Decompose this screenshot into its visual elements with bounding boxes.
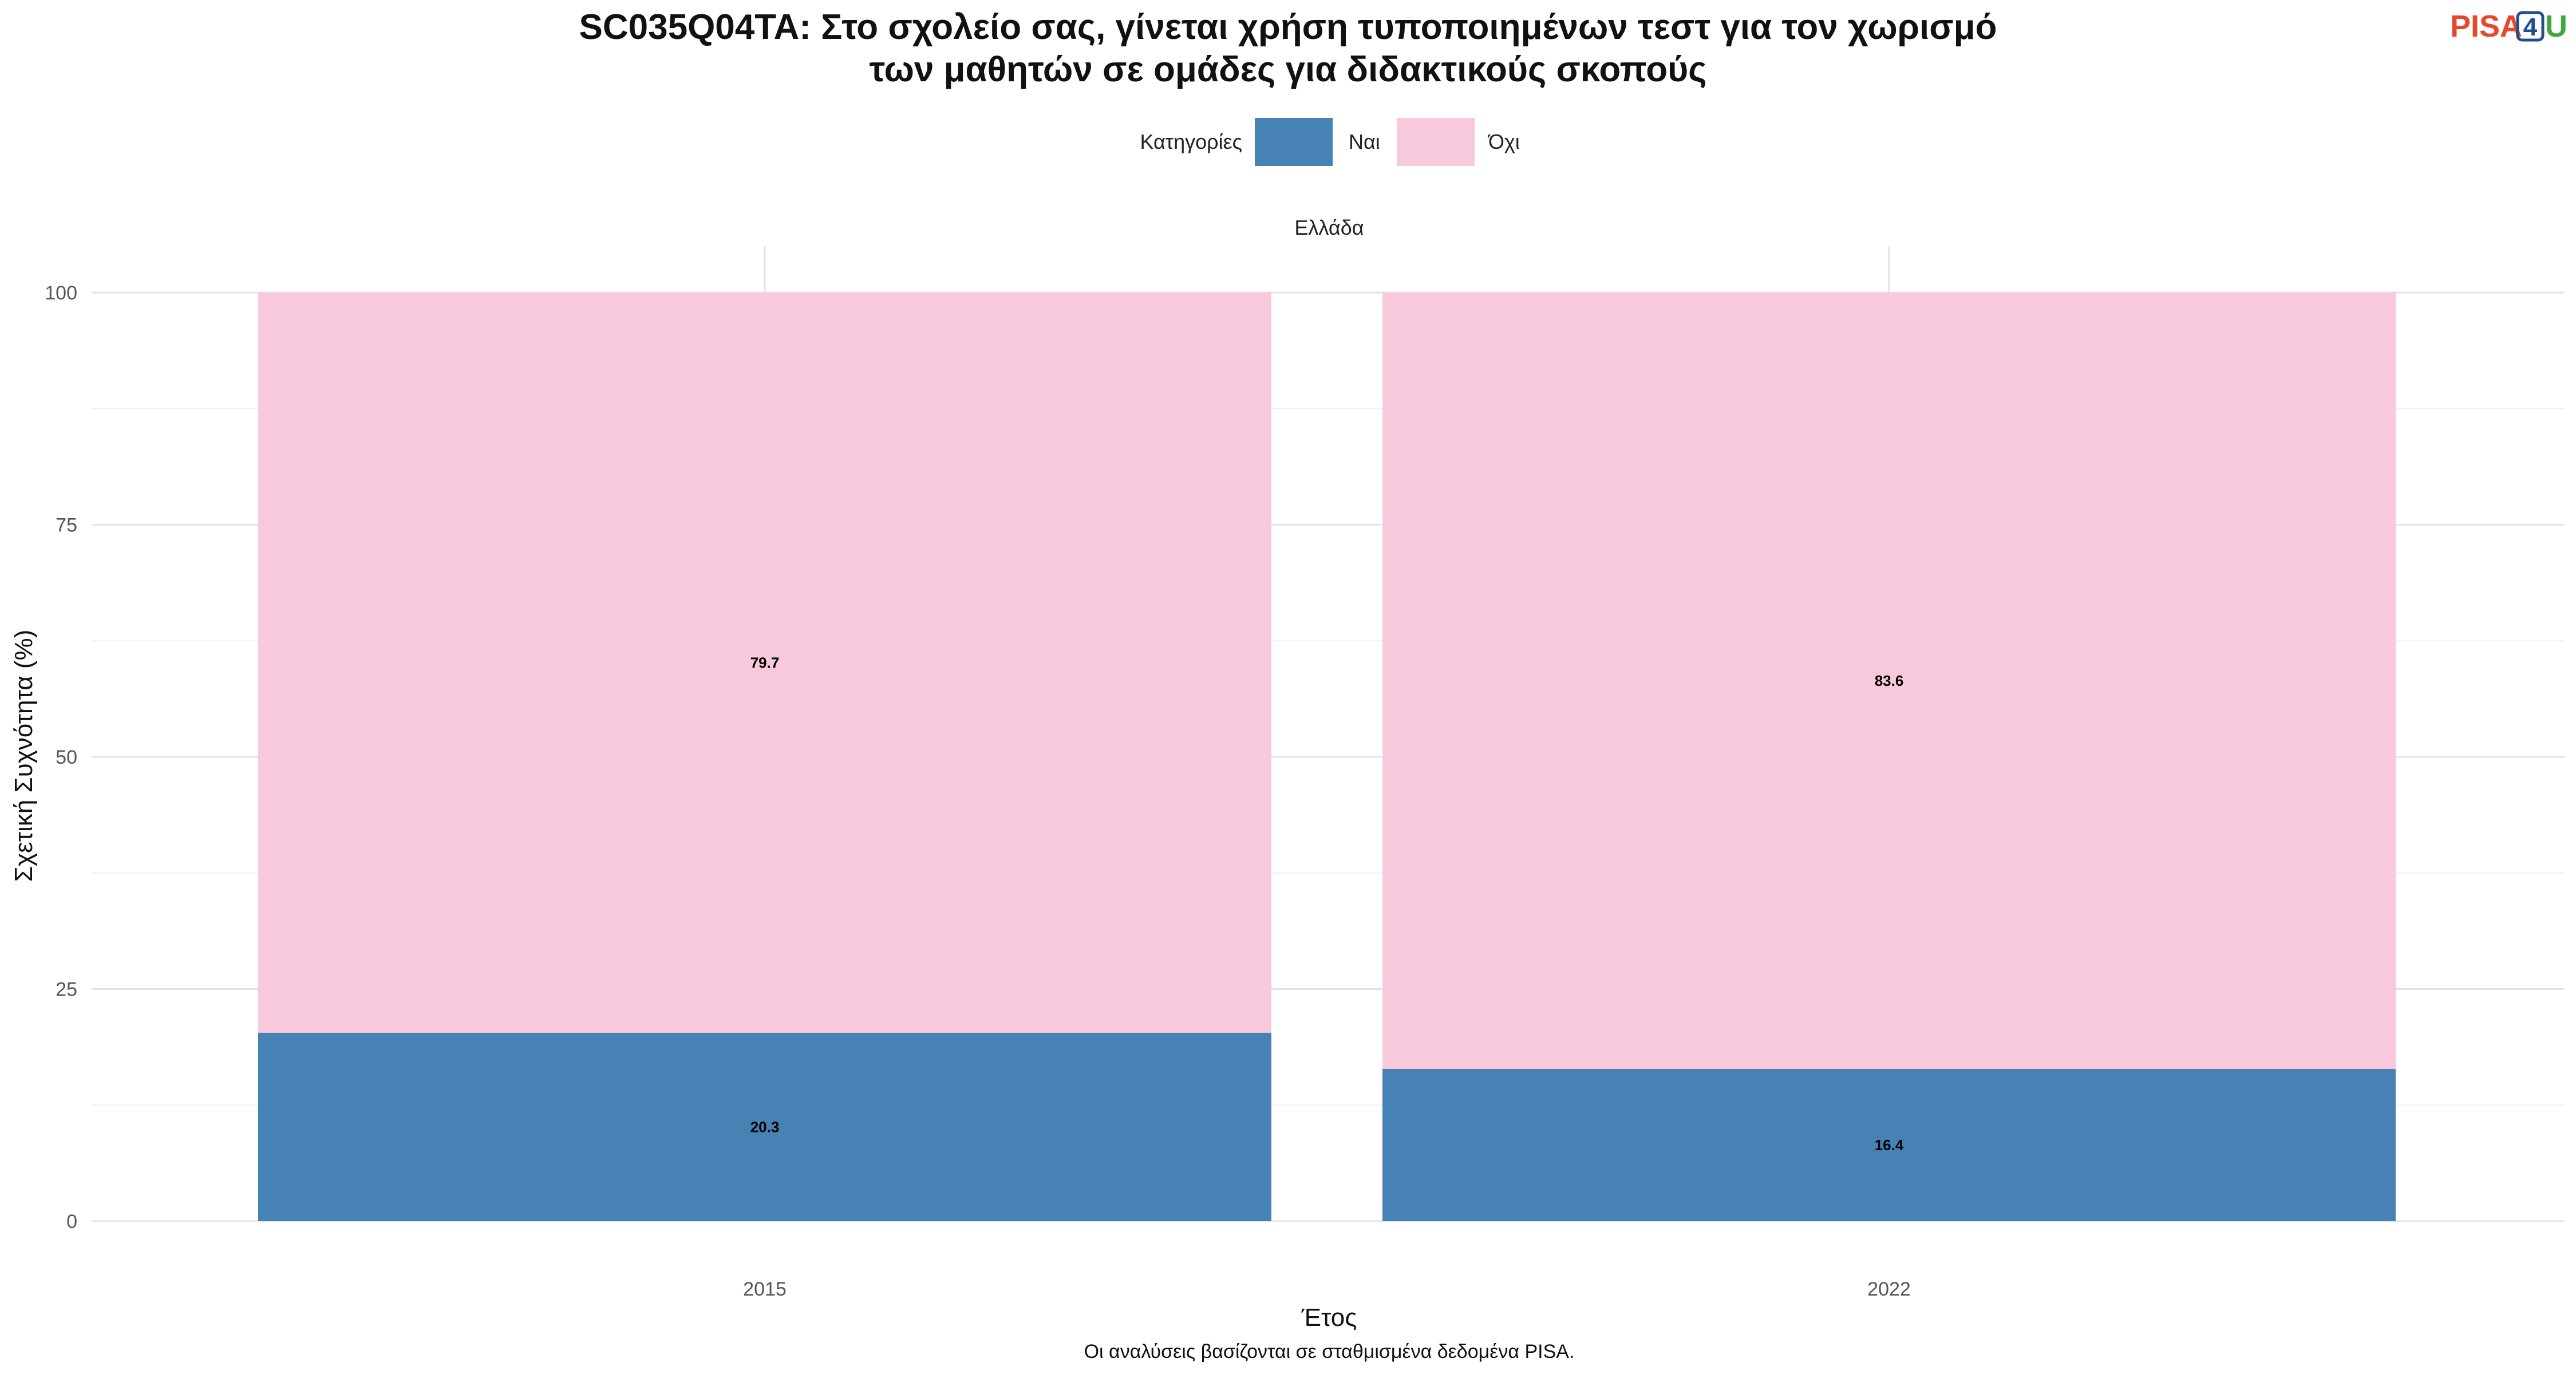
- legend-swatch-nai: [1255, 118, 1333, 166]
- bar-2015-series-0: [258, 1032, 1271, 1221]
- pisa4u-logo: PISA 4 U: [2450, 9, 2567, 44]
- bars: [258, 293, 2396, 1221]
- legend: Κατηγορίες Ναι Όχι: [1140, 118, 1520, 166]
- x-tick-label-0: 2015: [743, 1278, 787, 1300]
- y-tick-label-0: 0: [66, 1211, 77, 1233]
- bar-2022-series-0: [1382, 1068, 2396, 1221]
- y-axis-label: Σχετική Συχνότητα (%): [10, 630, 38, 882]
- data-label-2015-series-0: 20.3: [750, 1118, 780, 1135]
- y-tick-label-2: 50: [56, 747, 77, 768]
- data-labels: 20.3 79.7 16.4 83.6: [750, 654, 1904, 1154]
- legend-label-ochi: Όχι: [1487, 130, 1520, 153]
- bar-2015-series-1: [258, 293, 1271, 1033]
- logo-text-u: U: [2545, 9, 2567, 44]
- logo-text-4: 4: [2523, 13, 2538, 41]
- legend-label-nai: Ναι: [1349, 130, 1380, 153]
- logo-box: [2516, 11, 2545, 42]
- data-label-2022-series-0: 16.4: [1875, 1136, 1904, 1154]
- chart-title-line-1: SC035Q04TA: Στο σχολείο σας, γίνεται χρή…: [579, 7, 1997, 47]
- y-tick-label-3: 75: [56, 515, 77, 536]
- caption: Οι αναλύσεις βασίζονται σε σταθμισμένα δ…: [1084, 1341, 1575, 1363]
- logo-text-pisa: PISA: [2450, 9, 2522, 44]
- y-tick-label-1: 25: [56, 979, 77, 1001]
- y-tick-label-4: 100: [45, 282, 77, 304]
- facet-label: Ελλάδα: [1294, 216, 1364, 239]
- x-axis-label: Έτος: [1301, 1304, 1357, 1332]
- legend-title: Κατηγορίες: [1140, 130, 1242, 153]
- x-tick-label-1: 2022: [1867, 1278, 1911, 1300]
- chart-title-line-2: των μαθητών σε ομάδες για διδακτικούς σκ…: [870, 50, 1707, 89]
- data-label-2015-series-1: 79.7: [750, 654, 780, 671]
- x-axis-ticks: 2015 2022: [743, 1278, 1911, 1300]
- y-axis-ticks: 0 25 50 75 100: [45, 282, 77, 1233]
- bar-2022-series-1: [1382, 293, 2396, 1069]
- data-label-2022-series-1: 83.6: [1875, 672, 1904, 689]
- legend-swatch-ochi: [1397, 118, 1475, 166]
